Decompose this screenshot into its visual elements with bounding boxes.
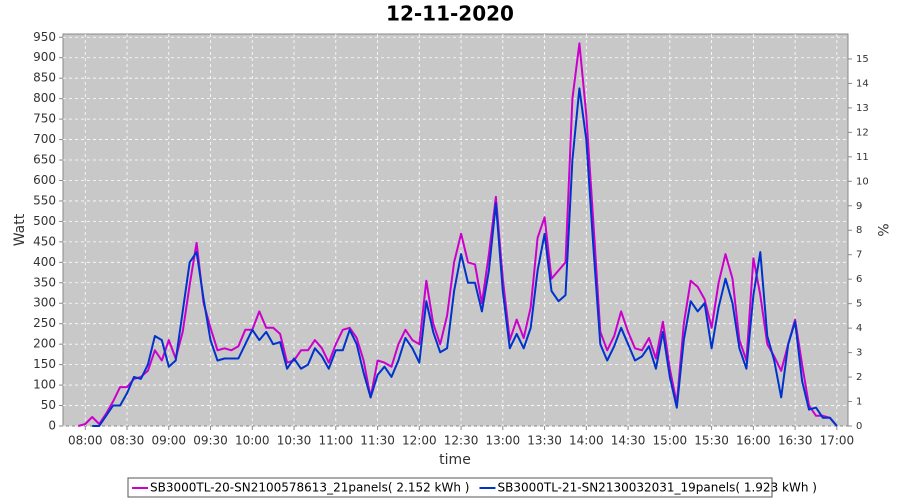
y2-tick-label: 5 bbox=[856, 299, 862, 310]
legend-label: SB3000TL-20-SN2100578613_21panels( 2.152… bbox=[150, 481, 469, 495]
y2-tick-label: 15 bbox=[856, 54, 869, 65]
y-tick-label: 0 bbox=[48, 419, 56, 433]
y2-tick-label: 3 bbox=[856, 348, 862, 359]
y-tick-label: 400 bbox=[33, 255, 56, 269]
y2-axis-label: % bbox=[874, 223, 890, 236]
y-tick-label: 650 bbox=[33, 153, 56, 167]
y-tick-label: 550 bbox=[33, 193, 56, 207]
y2-tick-label: 7 bbox=[856, 250, 862, 261]
y-tick-label: 300 bbox=[33, 296, 56, 310]
y-tick-label: 750 bbox=[33, 112, 56, 126]
x-tick-label: 10:30 bbox=[277, 434, 312, 448]
y-tick-label: 350 bbox=[33, 275, 56, 289]
plot-area bbox=[62, 33, 849, 427]
x-tick-label: 08:00 bbox=[68, 434, 103, 448]
x-tick-label: 13:00 bbox=[486, 434, 521, 448]
x-tick-label: 15:30 bbox=[694, 434, 729, 448]
x-tick-label: 16:30 bbox=[778, 434, 813, 448]
y-tick-label: 700 bbox=[33, 132, 56, 146]
y2-tick-label: 11 bbox=[856, 152, 869, 163]
x-tick-label: 17:00 bbox=[820, 434, 855, 448]
y2-tick-label: 4 bbox=[856, 323, 862, 334]
legend bbox=[127, 477, 773, 498]
x-tick-label: 11:00 bbox=[319, 434, 354, 448]
x-tick-label: 13:30 bbox=[527, 434, 562, 448]
x-tick-label: 10:00 bbox=[235, 434, 270, 448]
x-tick-label: 12:00 bbox=[402, 434, 437, 448]
y2-tick-label: 13 bbox=[856, 103, 869, 114]
y2-tick-label: 6 bbox=[856, 274, 862, 285]
y-tick-label: 900 bbox=[33, 50, 56, 64]
y2-tick-label: 0 bbox=[856, 421, 862, 432]
y-axis-label: Watt bbox=[12, 213, 28, 246]
y2-tick-label: 9 bbox=[856, 201, 862, 212]
y-tick-label: 50 bbox=[41, 398, 56, 412]
y2-tick-label: 1 bbox=[856, 397, 862, 408]
y-tick-label: 150 bbox=[33, 357, 56, 371]
x-tick-label: 09:00 bbox=[151, 434, 186, 448]
x-axis-label: time bbox=[439, 452, 471, 468]
y-tick-label: 600 bbox=[33, 173, 56, 187]
x-tick-label: 11:30 bbox=[360, 434, 395, 448]
y-tick-label: 500 bbox=[33, 214, 56, 228]
y-tick-label: 450 bbox=[33, 234, 56, 248]
x-tick-label: 14:30 bbox=[611, 434, 646, 448]
y-tick-label: 100 bbox=[33, 378, 56, 392]
chart-title: 12-11-2020 bbox=[386, 2, 514, 26]
x-tick-label: 08:30 bbox=[110, 434, 145, 448]
y2-tick-label: 10 bbox=[856, 176, 869, 187]
x-tick-label: 12:30 bbox=[444, 434, 479, 448]
y-tick-label: 250 bbox=[33, 316, 56, 330]
y2-tick-label: 8 bbox=[856, 225, 862, 236]
y2-tick-label: 14 bbox=[856, 78, 869, 89]
y-tick-label: 950 bbox=[33, 30, 56, 44]
x-tick-label: 15:00 bbox=[653, 434, 688, 448]
y2-tick-label: 12 bbox=[856, 127, 869, 138]
series-line bbox=[92, 87, 838, 427]
y2-tick-label: 2 bbox=[856, 372, 862, 383]
y-tick-label: 800 bbox=[33, 91, 56, 105]
x-tick-label: 14:00 bbox=[569, 434, 604, 448]
y-tick-label: 850 bbox=[33, 71, 56, 85]
y-tick-label: 200 bbox=[33, 337, 56, 351]
x-tick-label: 09:30 bbox=[193, 434, 228, 448]
legend-label: SB3000TL-21-SN2130032031_19panels( 1.923… bbox=[497, 481, 816, 495]
x-tick-label: 16:00 bbox=[736, 434, 771, 448]
